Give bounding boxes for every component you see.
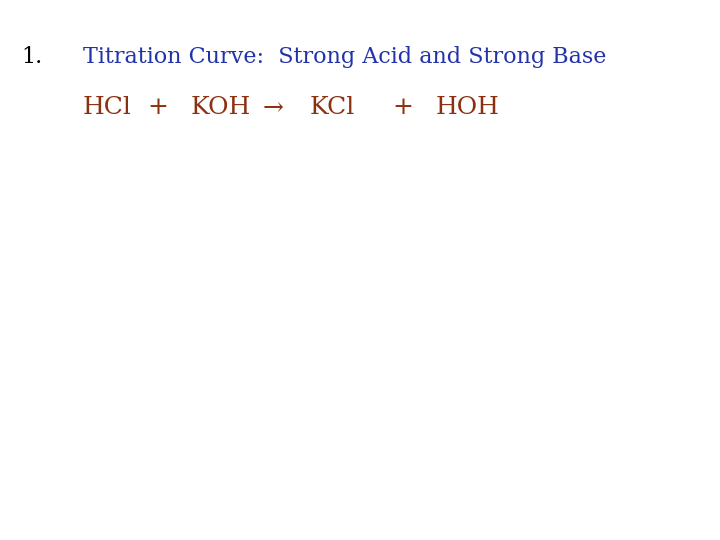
Text: KCl: KCl xyxy=(310,97,355,119)
Text: HCl: HCl xyxy=(83,97,132,119)
Text: KOH: KOH xyxy=(191,97,251,119)
Text: 1.: 1. xyxy=(22,46,43,68)
Text: Titration Curve:  Strong Acid and Strong Base: Titration Curve: Strong Acid and Strong … xyxy=(83,46,606,68)
Text: HOH: HOH xyxy=(436,97,500,119)
Text: →: → xyxy=(263,97,284,119)
Text: +: + xyxy=(392,97,413,119)
Text: +: + xyxy=(148,97,168,119)
